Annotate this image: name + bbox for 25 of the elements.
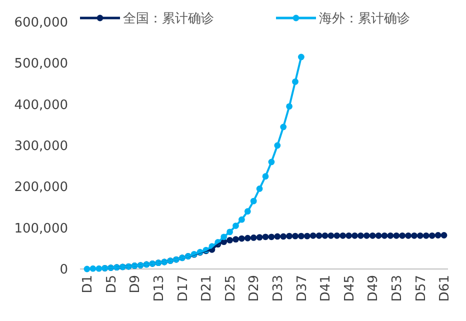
x-tick-label: D57	[414, 275, 429, 302]
y-tick-label: 100,000	[14, 221, 68, 236]
x-tick-label: D25	[223, 275, 238, 302]
y-tick-label: 600,000	[14, 16, 68, 31]
x-tick-label: D5	[104, 275, 120, 294]
x-tick-label: D33	[270, 275, 286, 302]
y-tick-label: 200,000	[14, 180, 68, 196]
y-tick-label: 500,000	[14, 56, 68, 72]
x-tick-label: D53	[390, 275, 405, 302]
x-tick-label: D37	[294, 275, 310, 302]
x-tick-label: D9	[128, 275, 144, 294]
x-tick-label: D61	[438, 275, 453, 302]
y-tick-label: 400,000	[14, 98, 68, 113]
legend-label: 全国：累计确诊	[123, 12, 214, 27]
x-tick-label: D41	[318, 275, 334, 302]
x-tick-label: D13	[152, 275, 167, 302]
x-tick-label: D1	[80, 275, 96, 294]
x-tick-label: D45	[342, 275, 358, 302]
y-tick-label: 300,000	[14, 139, 68, 154]
x-tick-label: D29	[247, 275, 262, 302]
x-tick-label: D17	[176, 275, 191, 302]
x-tick-label: D49	[366, 275, 382, 302]
x-tick-label: D21	[200, 275, 215, 302]
y-tick-label: 0	[60, 262, 68, 278]
legend-label: 海外：累计确诊	[319, 12, 410, 27]
